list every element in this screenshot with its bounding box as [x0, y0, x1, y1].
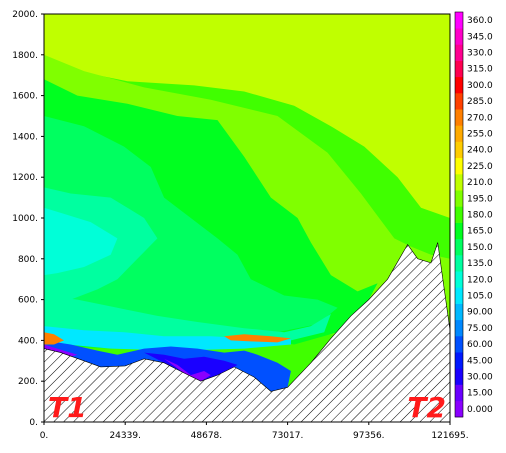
heatmap-region-5	[44, 116, 338, 337]
y-tick-label: 800.	[18, 255, 38, 265]
colorbar-label: 60.00	[467, 340, 493, 350]
colorbar-swatch	[455, 28, 463, 45]
colorbar-label: 150.0	[467, 243, 493, 253]
y-tick-label: 1800.	[12, 51, 38, 61]
colorbar-label: 315.0	[467, 65, 493, 75]
colorbar-swatch	[455, 352, 463, 369]
colorbar-label: 165.0	[467, 227, 493, 237]
y-tick-label: 1400.	[12, 132, 38, 142]
colorbar-swatch	[455, 400, 463, 418]
colorbar-swatch	[455, 174, 463, 191]
colorbar-swatch	[455, 76, 463, 94]
y-tick-label: 1000.	[12, 214, 38, 224]
y-tick-label: 200.	[18, 377, 38, 387]
colorbar-label: 75.00	[467, 324, 493, 334]
colorbar-swatch	[455, 336, 463, 353]
colorbar-swatch	[455, 93, 463, 110]
heatmap-region-2	[44, 14, 450, 218]
x-tick-label: 97356.	[353, 431, 385, 441]
colorbar-swatch	[455, 157, 463, 175]
heatmap-region-12	[164, 358, 211, 382]
colorbar-frame	[454, 11, 464, 418]
colorbar-swatch	[455, 125, 463, 142]
colorbar-swatch	[455, 303, 463, 321]
heatmap-region-14	[224, 334, 291, 343]
heatmap-region-9	[44, 326, 291, 351]
colorbar-swatch	[455, 287, 463, 304]
heatmap-region-13	[44, 332, 64, 345]
colorbar-swatch	[455, 190, 463, 207]
colorbar-label: 45.00	[467, 356, 493, 366]
y-tick-label: 1200.	[12, 173, 38, 183]
colorbar-label: 240.0	[467, 146, 493, 156]
colorbar-swatch	[455, 255, 463, 272]
heatmap-region-15	[44, 344, 78, 357]
heatmap-region-10	[44, 340, 291, 392]
heatmap-region-7	[44, 207, 118, 276]
colorbar-label: 360.0	[467, 16, 493, 26]
colorbar-swatch	[455, 384, 463, 402]
y-tick-label: 600.	[18, 296, 38, 306]
colorbar-label: 0.000	[467, 405, 493, 415]
colorbar-swatch	[455, 141, 463, 159]
colorbar-label: 90.00	[467, 308, 493, 318]
colorbar-swatch	[455, 222, 463, 240]
colorbar-swatch	[455, 271, 463, 288]
colorbar-label: 330.0	[467, 49, 493, 59]
y-tick-label: 400.	[18, 336, 38, 346]
colorbar-label: 210.0	[467, 178, 493, 188]
colorbar-swatch	[455, 238, 463, 256]
annotation-t1: T1	[48, 391, 87, 424]
terrain-mask	[44, 242, 450, 422]
colorbar-swatch	[455, 319, 463, 337]
colorbar-label: 225.0	[467, 162, 493, 172]
colorbar-swatch	[455, 206, 463, 223]
x-tick-label: 24339.	[109, 431, 141, 441]
x-tick-label: 0.	[40, 431, 49, 441]
colorbar-label: 120.0	[467, 275, 493, 285]
colorbar-swatch	[455, 109, 463, 126]
colorbar-swatch	[455, 60, 463, 78]
y-tick-label: 0.	[29, 418, 38, 428]
colorbar-label: 270.0	[467, 113, 493, 123]
colorbar-label: 255.0	[467, 130, 493, 140]
heatmap-region-11	[144, 352, 238, 382]
colorbar-label: 15.00	[467, 389, 493, 399]
colorbar-label: 300.0	[467, 81, 493, 91]
x-tick-label: 48678.	[191, 431, 223, 441]
y-tick-label: 1600.	[12, 92, 38, 102]
y-tick-label: 2000.	[12, 10, 38, 20]
colorbar-label: 180.0	[467, 211, 493, 221]
colorbar-swatch	[455, 44, 463, 61]
colorbar-label: 105.0	[467, 292, 493, 302]
colorbar-label: 30.00	[467, 373, 493, 383]
x-tick-label: 73017.	[272, 431, 304, 441]
colorbar-label: 285.0	[467, 97, 493, 107]
annotation-t2: T2	[407, 391, 446, 424]
colorbar-label: 195.0	[467, 194, 493, 204]
colorbar-swatch	[455, 12, 463, 29]
colorbar-label: 135.0	[467, 259, 493, 269]
x-tick-label: 121695.	[431, 431, 468, 441]
colorbar-swatch	[455, 368, 463, 385]
colorbar-label: 345.0	[467, 32, 493, 42]
